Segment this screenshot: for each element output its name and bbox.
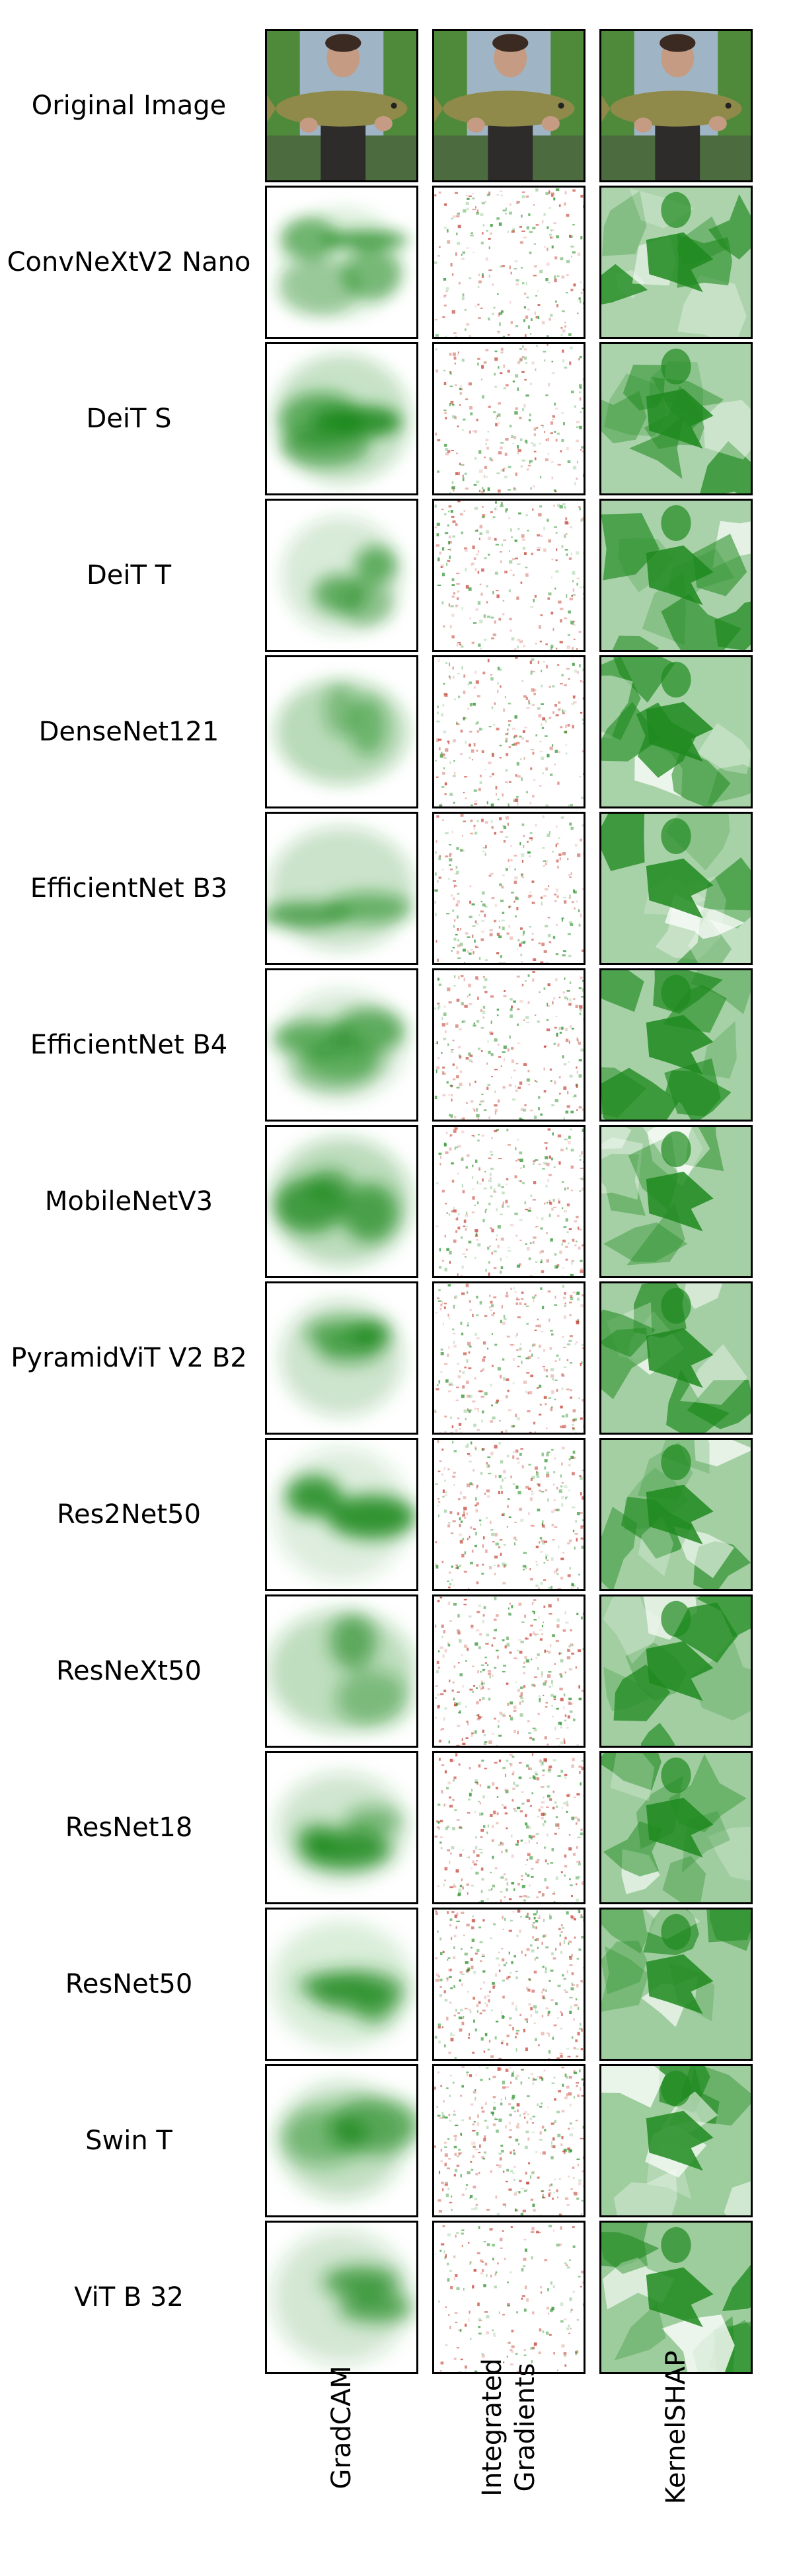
- shap-map-pyramidvit-v2-b2: [599, 1281, 753, 1435]
- shap-map-res2net50: [599, 1438, 753, 1591]
- ig-map-pyramidvit-v2-b2: [432, 1281, 585, 1435]
- ig-map-resnext50: [432, 1594, 585, 1748]
- gradcam-map-mobilenetv3: [265, 1125, 418, 1278]
- shap-map-vit-b-32: [599, 2221, 753, 2374]
- shap-map-efficientnet-b4: [599, 968, 753, 1122]
- gradcam-map-resnet50: [265, 1908, 418, 2061]
- original-image: [599, 29, 753, 182]
- ig-map-mobilenetv3: [432, 1125, 585, 1278]
- ig-map-deit-t: [432, 499, 585, 652]
- row-label-convnextv2-nano: ConvNeXtV2 Nano: [7, 247, 251, 277]
- gradcam-map-deit-t: [265, 499, 418, 652]
- ig-map-efficientnet-b3: [432, 812, 585, 965]
- gradcam-map-efficientnet-b4: [265, 968, 418, 1122]
- shap-map-convnextv2-nano: [599, 186, 753, 339]
- gradcam-map-deit-s: [265, 342, 418, 495]
- gradcam-map-resnet18: [265, 1751, 418, 1904]
- column-label-gradcam: GradCAM: [299, 2295, 385, 2559]
- row-label-pyramidvit-v2-b2: PyramidViT V2 B2: [11, 1343, 247, 1373]
- gradcam-map-res2net50: [265, 1438, 418, 1591]
- ig-map-deit-s: [432, 342, 585, 495]
- row-label-resnext50: ResNeXt50: [56, 1656, 202, 1686]
- ig-map-vit-b-32: [432, 2221, 585, 2374]
- ig-map-densenet121: [432, 655, 585, 808]
- row-label-resnet18: ResNet18: [65, 1812, 193, 1843]
- ig-map-swin-t: [432, 2064, 585, 2217]
- ig-map-efficientnet-b4: [432, 968, 585, 1122]
- original-image: [432, 29, 585, 182]
- shap-map-deit-s: [599, 342, 753, 495]
- row-label-efficientnet-b3: EfficientNet B3: [30, 873, 228, 904]
- shap-map-swin-t: [599, 2064, 753, 2217]
- gradcam-map-densenet121: [265, 655, 418, 808]
- shap-map-densenet121: [599, 655, 753, 808]
- gradcam-map-vit-b-32: [265, 2221, 418, 2374]
- row-label-res2net50: Res2Net50: [56, 1499, 201, 1530]
- original-image: [265, 29, 418, 182]
- gradcam-map-resnext50: [265, 1594, 418, 1748]
- ig-map-resnet18: [432, 1751, 585, 1904]
- row-label-mobilenetv3: MobileNetV3: [44, 1186, 213, 1217]
- ig-map-convnextv2-nano: [432, 186, 585, 339]
- column-label-ig: Integrated Gradients: [466, 2295, 552, 2559]
- column-label-line: KernelSHAP: [661, 2350, 691, 2505]
- column-label-line: GradCAM: [326, 2365, 357, 2489]
- row-label-original-image: Original Image: [31, 90, 227, 121]
- shap-map-mobilenetv3: [599, 1125, 753, 1278]
- gradcam-map-convnextv2-nano: [265, 186, 418, 339]
- shap-map-efficientnet-b3: [599, 812, 753, 965]
- shap-map-resnext50: [599, 1594, 753, 1748]
- row-label-deit-t: DeiT T: [86, 560, 172, 590]
- column-label-line: Gradients: [510, 2363, 541, 2492]
- shap-map-resnet18: [599, 1751, 753, 1904]
- row-label-resnet50: ResNet50: [65, 1969, 193, 1999]
- row-label-vit-b-32: ViT B 32: [74, 2282, 184, 2312]
- shap-map-deit-t: [599, 499, 753, 652]
- shap-map-resnet50: [599, 1908, 753, 2061]
- column-label-shap: KernelSHAP: [633, 2295, 719, 2559]
- ig-map-resnet50: [432, 1908, 585, 2061]
- gradcam-map-swin-t: [265, 2064, 418, 2217]
- ig-map-res2net50: [432, 1438, 585, 1591]
- row-label-deit-s: DeiT S: [86, 404, 172, 434]
- column-label-line: Integrated: [477, 2358, 508, 2497]
- gradcam-map-pyramidvit-v2-b2: [265, 1281, 418, 1435]
- row-label-densenet121: DenseNet121: [38, 717, 219, 747]
- row-label-swin-t: Swin T: [85, 2126, 172, 2156]
- row-label-efficientnet-b4: EfficientNet B4: [30, 1030, 228, 1060]
- gradcam-map-efficientnet-b3: [265, 812, 418, 965]
